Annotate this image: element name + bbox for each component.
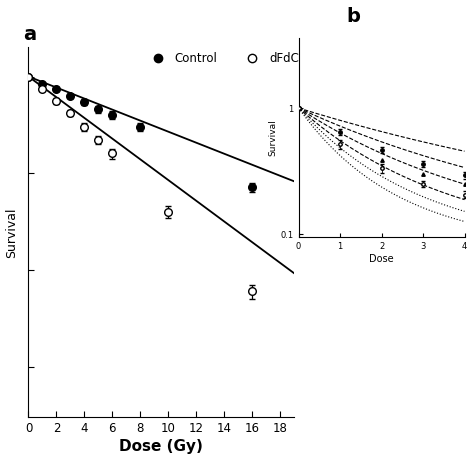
X-axis label: Dose (Gy): Dose (Gy)	[119, 439, 203, 454]
Y-axis label: Survival: Survival	[269, 119, 278, 156]
Text: a: a	[23, 25, 36, 44]
Legend: Control, dFdC: Control, dFdC	[144, 50, 301, 67]
Y-axis label: Survival: Survival	[5, 207, 18, 257]
Text: b: b	[346, 7, 360, 26]
X-axis label: Dose: Dose	[369, 254, 394, 264]
